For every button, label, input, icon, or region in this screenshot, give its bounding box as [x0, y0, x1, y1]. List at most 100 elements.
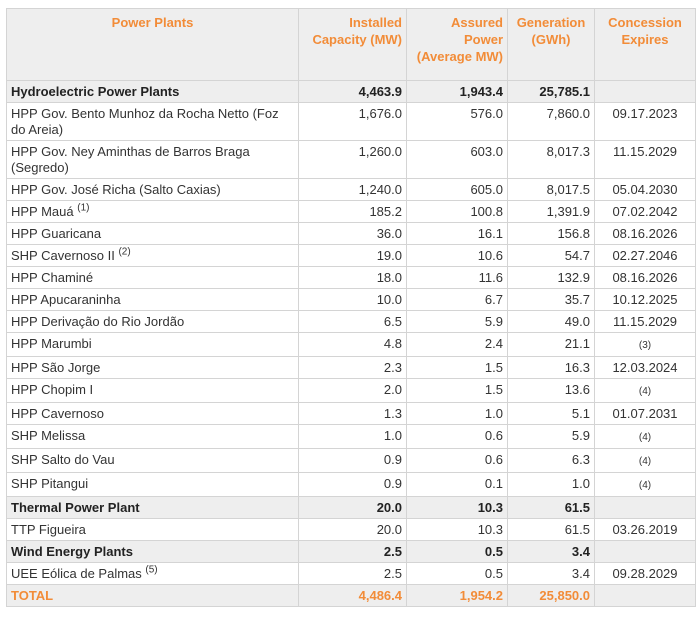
plant-name: HPP Guaricana — [11, 226, 102, 241]
assured-power-cell: 16.1 — [406, 222, 508, 245]
installed-capacity-cell: 4,486.4 — [298, 584, 407, 607]
generation-cell: 61.5 — [507, 518, 595, 541]
concession-footnote: (4) — [638, 386, 652, 397]
plant-name: HPP Gov. José Richa (Salto Caxias) — [11, 182, 221, 197]
assured-power-cell: 0.6 — [406, 448, 508, 473]
concession-expires-cell: 11.15.2029 — [594, 140, 696, 179]
installed-capacity-cell: 1,260.0 — [298, 140, 407, 179]
plant-name-cell: SHP Melissa — [6, 424, 299, 449]
plant-name-cell: HPP Chaminé — [6, 266, 299, 289]
assured-power-cell: 1,954.2 — [406, 584, 508, 607]
generation-cell: 8,017.5 — [507, 178, 595, 201]
concession-expires-cell: 02.27.2046 — [594, 244, 696, 267]
header-generation: Generation (GWh) — [507, 8, 595, 81]
concession-footnote: (3) — [638, 340, 652, 351]
power-plants-table: Power Plants Installed Capacity (MW) Ass… — [6, 8, 696, 607]
table-row: HPP Chaminé 18.0 11.6 132.9 08.16.2026 — [6, 266, 696, 289]
concession-expires-cell: 12.03.2024 — [594, 356, 696, 379]
plant-name-cell: Thermal Power Plant — [6, 496, 299, 519]
concession-expires-cell: (3) — [594, 332, 696, 357]
generation-cell: 1,391.9 — [507, 200, 595, 223]
plant-name: HPP Cavernoso — [11, 406, 104, 421]
assured-power-cell: 100.8 — [406, 200, 508, 223]
table-row: HPP Gov. Ney Aminthas de Barros Braga (S… — [6, 140, 696, 179]
header-power-plants: Power Plants — [6, 8, 299, 81]
plant-name: HPP Chaminé — [11, 270, 94, 285]
concession-footnote: (4) — [638, 432, 652, 443]
assured-power-cell: 603.0 — [406, 140, 508, 179]
installed-capacity-cell: 2.5 — [298, 540, 407, 563]
plant-name: HPP Gov. Ney Aminthas de Barros Braga (S… — [11, 144, 250, 175]
plant-name-cell: UEE Eólica de Palmas (5) — [6, 562, 299, 585]
generation-cell: 5.1 — [507, 402, 595, 425]
assured-power-cell: 0.6 — [406, 424, 508, 449]
generation-cell: 25,850.0 — [507, 584, 595, 607]
table-row: HPP Derivação do Rio Jordão 6.5 5.9 49.0 11.… — [6, 310, 696, 333]
table-row: HPP Gov. Bento Munhoz da Rocha Netto (Fo… — [6, 102, 696, 141]
generation-cell: 16.3 — [507, 356, 595, 379]
assured-power-cell: 6.7 — [406, 288, 508, 311]
concession-expires-cell: 08.16.2026 — [594, 222, 696, 245]
generation-cell: 49.0 — [507, 310, 595, 333]
table-body: Hydroelectric Power Plants 4,463.9 1,943.4… — [6, 80, 696, 607]
plant-name: HPP Derivação do Rio Jordão — [11, 314, 185, 329]
concession-footnote: (4) — [638, 456, 652, 467]
section-row: Thermal Power Plant 20.0 10.3 61.5 — [6, 496, 696, 519]
installed-capacity-cell: 2.5 — [298, 562, 407, 585]
assured-power-cell: 1.0 — [406, 402, 508, 425]
plant-name: HPP Mauá — [11, 204, 74, 219]
footnote-marker: (2) — [118, 246, 131, 258]
installed-capacity-cell: 20.0 — [298, 518, 407, 541]
installed-capacity-cell: 19.0 — [298, 244, 407, 267]
generation-cell: 132.9 — [507, 266, 595, 289]
plant-name: Thermal Power Plant — [11, 500, 140, 515]
table-row: UEE Eólica de Palmas (5) 2.5 0.5 3.4 09.28.2… — [6, 562, 696, 585]
plant-name: SHP Salto do Vau — [11, 452, 115, 467]
plant-name-cell: HPP São Jorge — [6, 356, 299, 379]
assured-power-cell: 2.4 — [406, 332, 508, 357]
assured-power-cell: 1,943.4 — [406, 80, 508, 103]
generation-cell: 6.3 — [507, 448, 595, 473]
plant-name: TTP Figueira — [11, 522, 86, 537]
installed-capacity-cell: 1.3 — [298, 402, 407, 425]
plant-name-cell: Hydroelectric Power Plants — [6, 80, 299, 103]
plant-name-cell: SHP Salto do Vau — [6, 448, 299, 473]
installed-capacity-cell: 20.0 — [298, 496, 407, 519]
table-row: SHP Salto do Vau 0.9 0.6 6.3 (4) — [6, 448, 696, 473]
table-row: SHP Melissa 1.0 0.6 5.9 (4) — [6, 424, 696, 449]
assured-power-cell: 0.5 — [406, 540, 508, 563]
concession-expires-cell: 09.28.2029 — [594, 562, 696, 585]
plant-name-cell: HPP Gov. Bento Munhoz da Rocha Netto (Fo… — [6, 102, 299, 141]
generation-cell: 1.0 — [507, 472, 595, 497]
section-row: Hydroelectric Power Plants 4,463.9 1,943.4… — [6, 80, 696, 103]
concession-expires-cell: 01.07.2031 — [594, 402, 696, 425]
table-row: HPP Marumbi 4.8 2.4 21.1 (3) — [6, 332, 696, 357]
plant-name: HPP Gov. Bento Munhoz da Rocha Netto (Fo… — [11, 106, 279, 137]
table-row: TTP Figueira 20.0 10.3 61.5 03.26.2019 — [6, 518, 696, 541]
table-row: HPP Gov. José Richa (Salto Caxias) 1,240.… — [6, 178, 696, 201]
assured-power-cell: 0.1 — [406, 472, 508, 497]
assured-power-cell: 10.3 — [406, 518, 508, 541]
concession-expires-cell: (4) — [594, 378, 696, 403]
plant-name: SHP Melissa — [11, 428, 86, 443]
concession-expires-cell: 08.16.2026 — [594, 266, 696, 289]
concession-expires-cell: 05.04.2030 — [594, 178, 696, 201]
plant-name: HPP Apucaraninha — [11, 292, 121, 307]
generation-cell: 13.6 — [507, 378, 595, 403]
concession-expires-cell: 07.02.2042 — [594, 200, 696, 223]
table-row: HPP Apucaraninha 10.0 6.7 35.7 10.12.2025 — [6, 288, 696, 311]
header-installed-capacity: Installed Capacity (MW) — [298, 8, 407, 81]
concession-expires-cell — [594, 540, 696, 563]
table-row: SHP Cavernoso II (2) 19.0 10.6 54.7 02.27.20… — [6, 244, 696, 267]
installed-capacity-cell: 6.5 — [298, 310, 407, 333]
generation-cell: 25,785.1 — [507, 80, 595, 103]
concession-expires-cell: (4) — [594, 448, 696, 473]
generation-cell: 21.1 — [507, 332, 595, 357]
generation-cell: 3.4 — [507, 562, 595, 585]
plant-name: HPP São Jorge — [11, 360, 101, 375]
installed-capacity-cell: 0.9 — [298, 472, 407, 497]
generation-cell: 54.7 — [507, 244, 595, 267]
table-header: Power Plants Installed Capacity (MW) Ass… — [6, 8, 696, 81]
footnote-marker: (5) — [145, 564, 158, 576]
generation-cell: 3.4 — [507, 540, 595, 563]
